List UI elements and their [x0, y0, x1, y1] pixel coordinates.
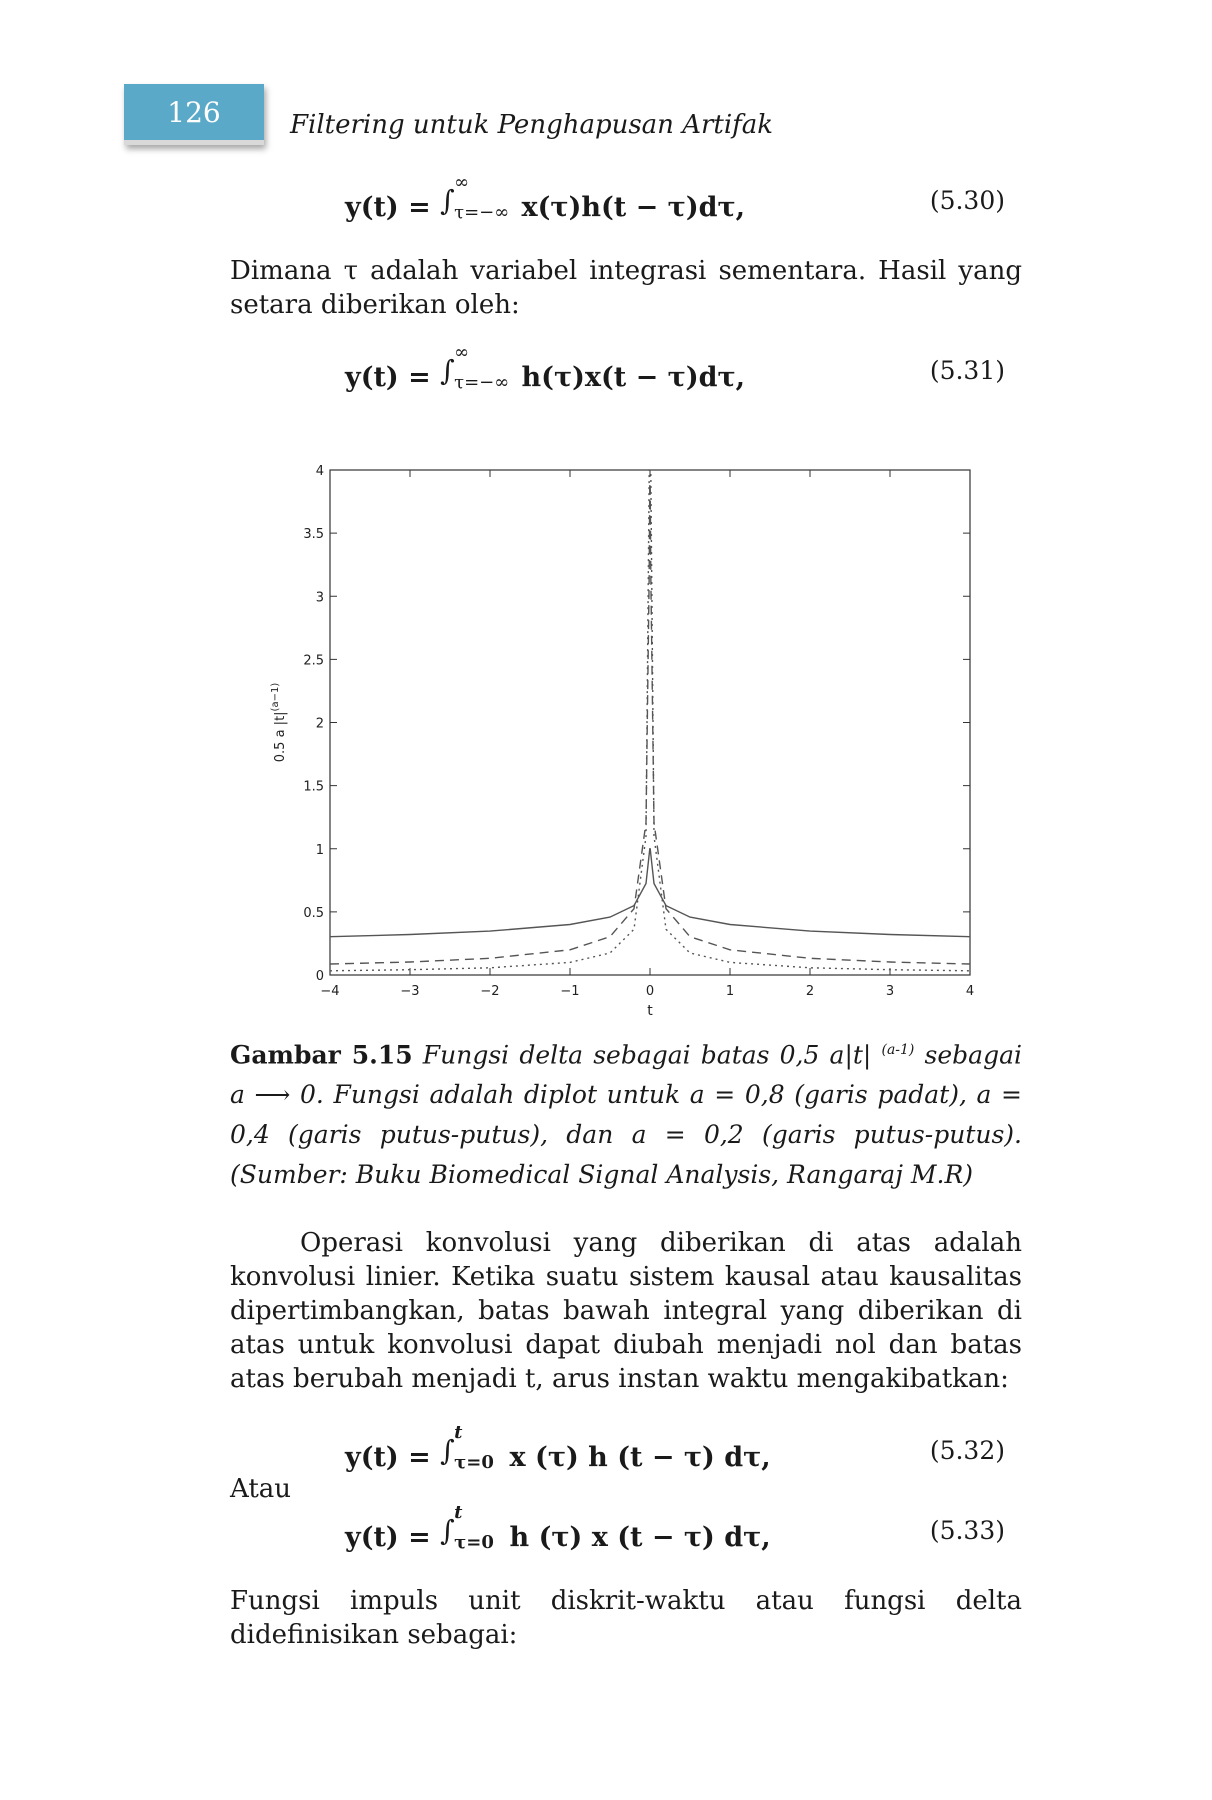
y-tick-label: 0	[316, 969, 324, 984]
delta-function-plot: −4 −3 −2 −1 0 1 2 3 4 0 0.5 1 1.5 2 2.5 3 3.5 4 t 0.5 a |t|…	[270, 464, 974, 1019]
x-tick-label: 1	[726, 984, 734, 999]
x-tick-label: −3	[400, 984, 419, 999]
integral-lower: τ=0	[454, 1452, 494, 1473]
y-tick-label: 0.5	[303, 906, 324, 921]
equation-number: (5.31)	[929, 356, 1005, 385]
y-axis-label-exponent: (a−1)	[270, 683, 281, 712]
x-tick-label: 0	[646, 984, 654, 999]
equation-5-33: y(t) = ∫ t τ=0 h (τ) x (t − τ) dτ, (5.33…	[345, 1502, 1005, 1566]
eq-lhs: y(t) =	[345, 192, 431, 223]
y-tick-label: 4	[316, 464, 324, 479]
y-tick-label: 2.5	[303, 653, 324, 668]
equation-5-32: y(t) = ∫ t τ=0 x (τ) h (t − τ) dτ, (5.32…	[345, 1422, 1005, 1486]
equation-number: (5.33)	[929, 1516, 1005, 1545]
y-tick-label: 1.5	[303, 780, 324, 795]
atau-label: Atau	[230, 1474, 292, 1504]
running-title: Filtering untuk Penghapusan Artifak	[290, 110, 774, 140]
x-tick-label: −4	[320, 984, 339, 999]
x-tick-label: 3	[886, 984, 894, 999]
y-tick-label: 3.5	[303, 527, 324, 542]
eq-lhs: y(t) =	[345, 1522, 431, 1553]
page-number-badge: 126	[124, 84, 264, 145]
paragraph-1: Dimana τ adalah variabel integrasi semen…	[230, 256, 1022, 320]
equation-number: (5.32)	[929, 1436, 1005, 1465]
x-tick-label: −2	[480, 984, 499, 999]
caption-lead: Gambar 5.15	[230, 1040, 413, 1070]
integral-sign: ∫ ∞ τ=−∞	[440, 172, 510, 223]
eq-lhs: y(t) =	[345, 1442, 431, 1473]
x-tick-label: 2	[806, 984, 814, 999]
series-line-dashed	[330, 481, 970, 965]
eq-body: x(τ)h(t − τ)dτ,	[521, 192, 746, 223]
paragraph-3: Fungsi impuls unit diskrit-waktu atau fu…	[230, 1586, 1022, 1650]
series-line-solid	[330, 848, 970, 938]
equation-number: (5.30)	[929, 186, 1005, 215]
integral-lower: τ=−∞	[454, 372, 510, 393]
integral-upper: t	[454, 1422, 463, 1443]
caption-text-2: sebagai a ⟶ 0. Fungsi adalah diplot untu…	[230, 1040, 1022, 1190]
x-tick-label: −1	[560, 984, 579, 999]
y-tick-label: 3	[316, 590, 324, 605]
integral-lower: τ=0	[454, 1532, 494, 1553]
integral-lower: τ=−∞	[454, 202, 510, 223]
eq-body: x (τ) h (t − τ) dτ,	[509, 1442, 771, 1473]
integral-upper: ∞	[454, 342, 470, 363]
y-axis-label: 0.5 a |t|(a−1)	[270, 683, 288, 763]
paragraph-2: Operasi konvolusi yang diberikan di atas…	[230, 1228, 1022, 1394]
eq-lhs: y(t) =	[345, 362, 431, 393]
page-number: 126	[167, 95, 221, 129]
equation-5-31: y(t) = ∫ ∞ τ=−∞ h(τ)x(t − τ)dτ, (5.31)	[345, 342, 1005, 406]
eq-body: h(τ)x(t − τ)dτ,	[521, 362, 746, 393]
integral-sign: ∫ ∞ τ=−∞	[440, 342, 510, 393]
equation-5-30: y(t) = ∫ ∞ τ=−∞ x(τ)h(t − τ)dτ, (5.30)	[345, 172, 1005, 236]
integral-sign: ∫ t τ=0	[440, 1502, 494, 1553]
caption-text-1: Fungsi delta sebagai batas 0,5 a|t|	[412, 1040, 882, 1070]
x-tick-label: 4	[966, 984, 974, 999]
caption-sup: (a-1)	[881, 1042, 915, 1058]
y-tick-label: 1	[316, 843, 324, 858]
integral-upper: t	[454, 1502, 463, 1523]
x-axis-label: t	[647, 1003, 653, 1019]
eq-body: h (τ) x (t − τ) dτ,	[509, 1522, 771, 1553]
figure-caption: Gambar 5.15 Fungsi delta sebagai batas 0…	[230, 1030, 1022, 1195]
integral-upper: ∞	[454, 172, 470, 193]
y-tick-label: 2	[316, 717, 324, 732]
integral-sign: ∫ t τ=0	[440, 1422, 494, 1473]
